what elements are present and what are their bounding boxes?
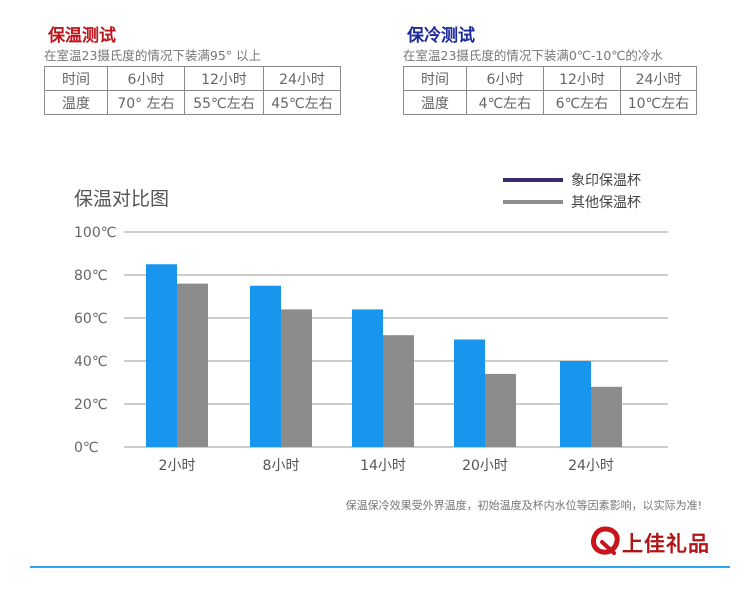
- y-tick-label: 60℃: [74, 311, 108, 327]
- x-tick-label: 2小时: [159, 458, 196, 474]
- table-cell: 时间: [403, 66, 467, 91]
- table-cell: 70° 左右: [107, 90, 185, 115]
- cold-test-title: 保冷测试: [407, 26, 475, 46]
- hot-test-block: 保温测试 在室温23摄氏度的情况下装满95° 以上 时间 6小时 12小时 24…: [44, 26, 341, 115]
- bar: [352, 309, 383, 447]
- table-cell: 55℃左右: [184, 90, 264, 115]
- bar: [250, 285, 281, 447]
- bar: [485, 373, 516, 447]
- y-tick-label: 0℃: [74, 440, 99, 456]
- bar: [591, 386, 622, 447]
- table-row: 时间 6小时 12小时 24小时: [44, 66, 341, 91]
- y-tick-label: 40℃: [74, 354, 108, 370]
- x-tick-label: 14小时: [360, 458, 406, 474]
- table-row: 温度 70° 左右 55℃左右 45℃左右: [44, 90, 341, 115]
- legend-swatch: [503, 200, 563, 204]
- table-cell: 45℃左右: [263, 90, 341, 115]
- table-row: 温度 4℃左右 6℃左右 10℃左右: [403, 90, 697, 115]
- table-cell: 温度: [44, 90, 108, 115]
- bar: [146, 264, 177, 447]
- table-cell: 6℃左右: [543, 90, 621, 115]
- table-cell: 温度: [403, 90, 467, 115]
- bar: [454, 339, 485, 447]
- bar: [281, 309, 312, 447]
- bar: [383, 335, 414, 447]
- table-cell: 24小时: [263, 66, 341, 91]
- y-tick-label: 100℃: [74, 225, 116, 241]
- cold-test-table: 时间 6小时 12小时 24小时 温度 4℃左右 6℃左右 10℃左右: [403, 66, 697, 115]
- bottom-divider: [30, 566, 730, 568]
- hot-test-table: 时间 6小时 12小时 24小时 温度 70° 左右 55℃左右 45℃左右: [44, 66, 341, 115]
- logo-text: 上佳礼品: [622, 531, 710, 556]
- bar: [177, 283, 208, 447]
- table-cell: 12小时: [543, 66, 621, 91]
- brand-logo: 上佳礼品: [590, 526, 724, 556]
- table-cell: 10℃左右: [620, 90, 697, 115]
- y-tick-label: 80℃: [74, 268, 108, 284]
- y-tick-label: 20℃: [74, 397, 108, 413]
- legend-label: 其他保温杯: [571, 195, 641, 211]
- cold-test-subtitle: 在室温23摄氏度的情况下装满0℃-10℃的冷水: [403, 48, 663, 63]
- table-cell: 时间: [44, 66, 108, 91]
- legend-label: 象印保温杯: [571, 173, 641, 189]
- table-row: 时间 6小时 12小时 24小时: [403, 66, 697, 91]
- cold-test-block: 保冷测试 在室温23摄氏度的情况下装满0℃-10℃的冷水 时间 6小时 12小时…: [403, 26, 697, 115]
- table-cell: 4℃左右: [466, 90, 544, 115]
- chart-title: 保温对比图: [74, 188, 169, 210]
- x-tick-label: 8小时: [263, 458, 300, 474]
- hot-test-subtitle: 在室温23摄氏度的情况下装满95° 以上: [44, 48, 262, 63]
- table-cell: 12小时: [184, 66, 264, 91]
- x-tick-label: 20小时: [462, 458, 508, 474]
- table-cell: 24小时: [620, 66, 697, 91]
- hot-test-title: 保温测试: [48, 26, 116, 46]
- x-tick-label: 24小时: [568, 458, 614, 474]
- footnote: 保温保冷效果受外界温度，初始温度及杯内水位等因素影响，以实际为准!: [345, 499, 702, 512]
- legend-swatch: [503, 178, 563, 182]
- bar: [560, 361, 591, 447]
- logo-icon: [591, 526, 620, 555]
